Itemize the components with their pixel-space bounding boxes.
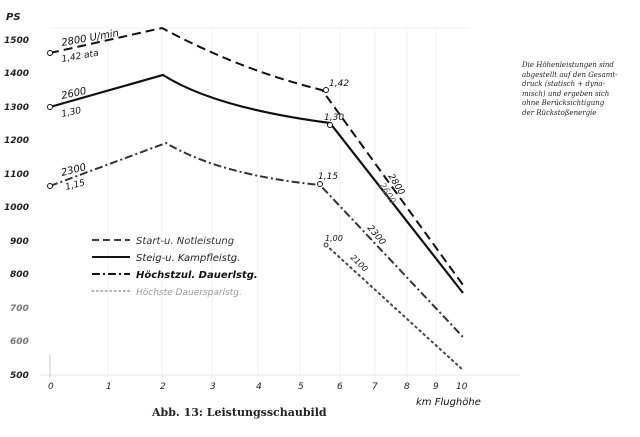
note-line: ohne Berücksichtigung bbox=[522, 99, 605, 107]
annot-115: 1,15 bbox=[64, 178, 86, 193]
y-tick-1300: 1300 bbox=[4, 103, 29, 113]
annot-142-ata: 1,42 ata bbox=[61, 49, 100, 65]
annot-desc-2100: 2100 bbox=[349, 253, 370, 274]
y-axis-ticks: 1500 1400 1300 1200 1100 1000 900 800 70… bbox=[4, 36, 29, 381]
x-tick-3: 3 bbox=[210, 382, 216, 392]
note-line: Die Höhenleistungen sind bbox=[522, 61, 614, 69]
x-tick-0: 0 bbox=[48, 382, 54, 392]
x-tick-6: 6 bbox=[337, 382, 343, 392]
series-hoechstzul-dauerleistung bbox=[47, 141, 464, 338]
annot-bp-115: 1,15 bbox=[318, 172, 338, 182]
x-tick-5: 5 bbox=[298, 382, 304, 392]
background-grid bbox=[40, 27, 520, 378]
y-tick-500: 500 bbox=[10, 371, 29, 381]
series-steig-kampfleistung bbox=[47, 73, 464, 294]
legend-item-steig: Steig-u. Kampfleistg. bbox=[92, 253, 240, 264]
x-axis-title: km Flughöhe bbox=[416, 397, 481, 408]
legend-label-steig: Steig-u. Kampfleistg. bbox=[136, 253, 240, 264]
side-note: Die Höhenleistungen sind abgestellt auf … bbox=[522, 61, 638, 118]
y-tick-1400: 1400 bbox=[4, 69, 29, 79]
annot-2800-rpm: 2800 U/min bbox=[61, 28, 120, 49]
x-tick-8: 8 bbox=[404, 382, 410, 392]
y-tick-1100: 1100 bbox=[4, 170, 29, 180]
y-tick-900: 900 bbox=[10, 237, 29, 247]
legend-item-dauer: Höchstzul. Dauerlstg. bbox=[92, 270, 258, 281]
legend-item-spar: Höchste Dauersparlstg. bbox=[91, 288, 242, 298]
legend-label-start: Start-u. Notleistung bbox=[136, 236, 234, 247]
x-tick-9: 9 bbox=[433, 382, 439, 392]
y-tick-800: 800 bbox=[10, 270, 29, 280]
x-tick-4: 4 bbox=[256, 382, 262, 392]
x-tick-10: 10 bbox=[456, 382, 468, 392]
series-hoechste-dauersparleistung bbox=[323, 242, 464, 371]
annot-bp-142: 1,42 bbox=[329, 79, 349, 89]
x-tick-1: 1 bbox=[106, 382, 112, 392]
legend: Start-u. Notleistung Steig-u. Kampfleist… bbox=[91, 236, 258, 298]
x-tick-7: 7 bbox=[372, 382, 378, 392]
annot-2300: 2300 bbox=[60, 162, 87, 179]
note-line: druck (statisch + dyna- bbox=[522, 80, 605, 88]
figure-caption: Abb. 13: Leistungsschaubild bbox=[152, 406, 327, 419]
annot-2600: 2600 bbox=[60, 86, 87, 102]
note-line: misch) und ergeben sich bbox=[522, 89, 610, 98]
y-tick-600: 600 bbox=[10, 337, 29, 347]
annot-130: 1,30 bbox=[61, 106, 83, 120]
y-tick-1500: 1500 bbox=[4, 36, 29, 46]
y-tick-1200: 1200 bbox=[4, 136, 29, 146]
x-tick-2: 2 bbox=[160, 382, 166, 392]
note-line: abgestellt auf den Gesamt- bbox=[522, 70, 618, 79]
note-line: der Rückstoßenergie bbox=[522, 108, 597, 117]
y-tick-1000: 1000 bbox=[4, 203, 29, 213]
x-axis-ticks: 0 1 2 3 4 5 6 7 8 9 10 bbox=[48, 382, 468, 392]
series-start-notleistung bbox=[47, 26, 464, 286]
legend-item-start: Start-u. Notleistung bbox=[92, 236, 234, 247]
annot-bp-130: 1,30 bbox=[324, 113, 344, 123]
annot-bp-100: 1,00 bbox=[325, 234, 343, 243]
legend-label-dauer: Höchstzul. Dauerlstg. bbox=[136, 270, 258, 281]
legend-label-spar: Höchste Dauersparlstg. bbox=[136, 288, 242, 298]
y-axis-title: PS bbox=[6, 12, 21, 23]
y-tick-700: 700 bbox=[10, 304, 29, 314]
